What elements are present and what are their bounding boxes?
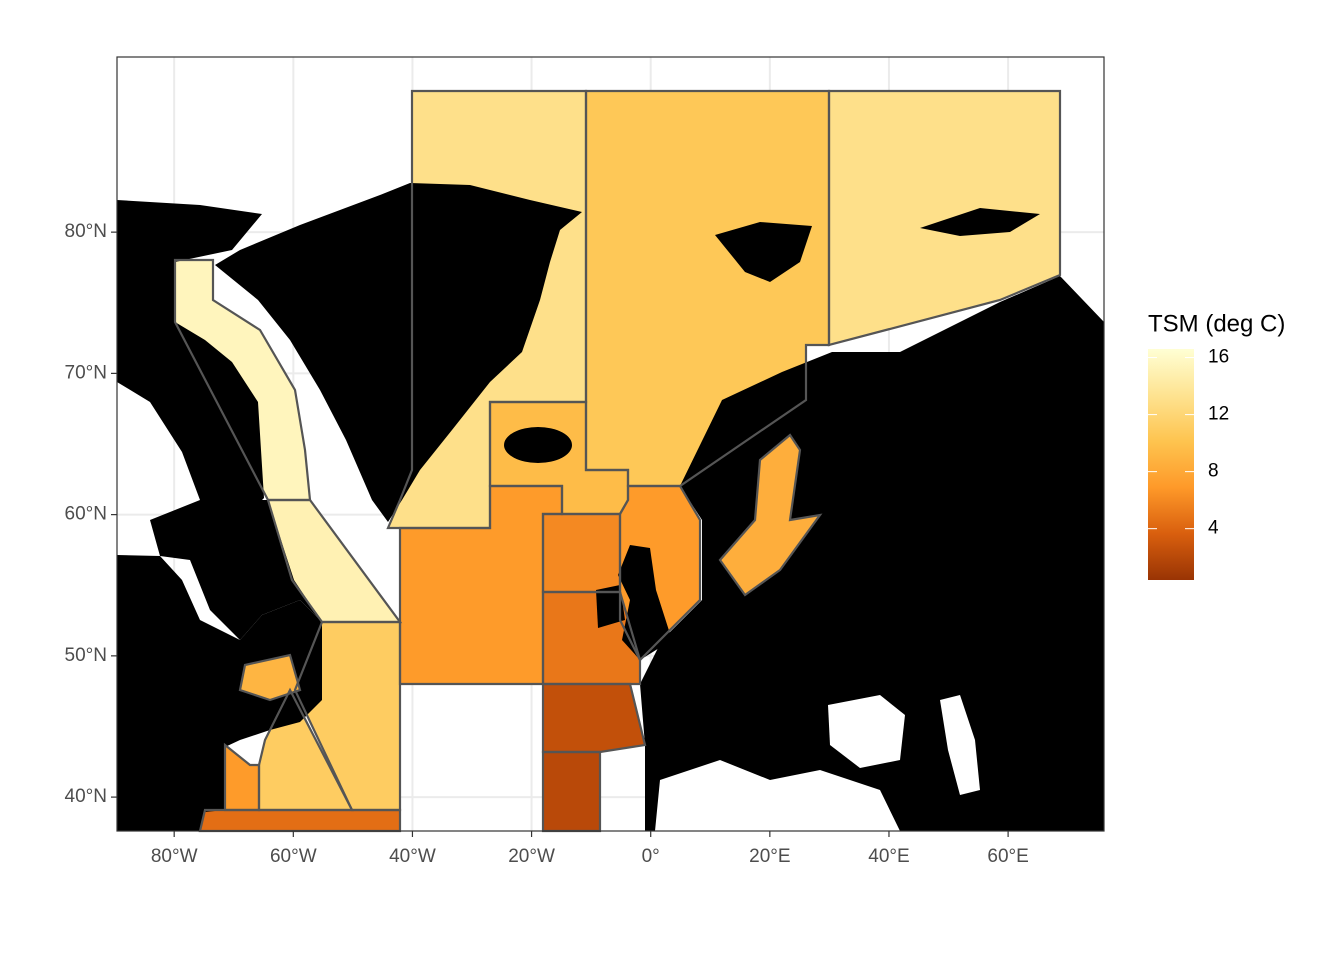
region [543,684,645,752]
colorbar [1148,349,1194,580]
region-outline [541,682,647,754]
black-sea [828,695,905,768]
region-outline [541,590,642,686]
region [720,435,820,595]
colorbar-label: 12 [1208,404,1229,425]
x-tick-label: 0° [642,846,660,867]
y-tick-label: 60°N [65,504,107,525]
x-tick-label: 40°W [389,846,436,867]
y-tick-label: 70°N [65,362,107,383]
x-tick-label: 20°W [508,846,555,867]
north-america [117,555,322,831]
region-outline [238,653,302,702]
y-tick-label: 50°N [65,645,107,666]
region-outline [173,258,312,502]
region-outline [223,742,261,812]
region [543,752,600,831]
region [400,486,562,684]
x-tick-label: 80°W [151,846,198,867]
arctic-archipelago [117,200,264,520]
colorbar-label: 8 [1208,461,1219,482]
region [200,810,400,831]
region [829,91,1060,345]
region-outline [718,433,823,597]
y-tick-label: 40°N [65,786,107,807]
x-tick-label: 60°E [987,846,1028,867]
iceland [504,427,572,463]
eurasia [640,276,1104,831]
panel-border [116,56,1105,832]
x-tick-label: 40°E [868,846,909,867]
region [225,745,259,810]
mediterranean [655,760,900,831]
novaya-zemlya [920,208,1040,236]
legend-title: TSM (deg C) [1148,310,1285,337]
caspian-sea [940,695,980,795]
x-tick-label: 60°W [270,846,317,867]
ireland [596,585,625,628]
region-outline [827,89,1062,347]
x-tick-label: 20°E [749,846,790,867]
colorbar-label: 16 [1208,347,1229,368]
land [117,183,1104,831]
greenland [215,183,582,522]
colorbar-label: 4 [1208,518,1219,539]
y-tick-label: 80°N [65,221,107,242]
svalbard [715,222,812,282]
region [240,655,300,700]
region [543,514,620,592]
